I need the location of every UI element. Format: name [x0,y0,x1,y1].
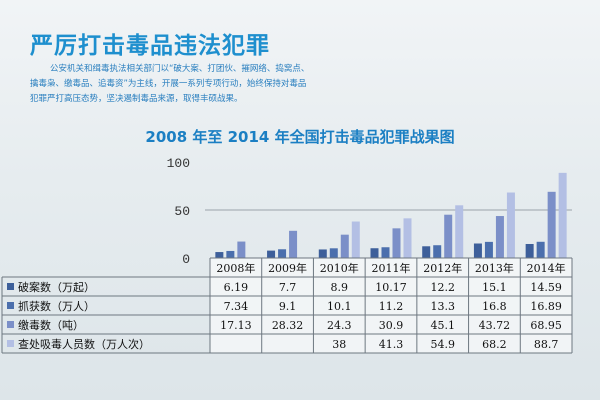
legend-swatch [7,283,14,290]
x-tick-label: 2010年 [320,261,359,275]
bar [267,250,276,258]
x-tick-label: 2008年 [216,261,255,275]
bar [237,241,246,258]
data-label: 7.34 [224,300,249,313]
legend-label: 抓获数（万人） [18,299,95,313]
data-label: 11.2 [379,300,404,313]
legend-label: 缴毒数（吨） [18,318,84,332]
bar [370,248,379,258]
data-label: 15.1 [482,281,507,294]
bar [329,248,338,258]
data-label: 10.1 [327,300,352,313]
bar [473,243,482,258]
bar [351,221,360,258]
bar [547,191,556,258]
intro-text: 公安机关和缉毒执法相关部门以“破大案、打团伙、摧网络、捣窝点、 擒毒枭、缴毒品、… [30,62,380,107]
x-tick-label: 2009年 [268,261,307,275]
data-label: 88.7 [534,338,559,351]
y-tick-label: 0 [182,252,190,267]
x-tick-label: 2014年 [527,261,566,275]
bar [455,205,464,258]
data-label: 6.19 [224,281,249,294]
bar [495,216,504,258]
bar [484,241,493,258]
data-table-background [210,258,572,353]
bar [506,192,515,258]
data-label: 7.7 [279,281,297,294]
data-label: 30.9 [379,319,404,332]
legend-swatch [7,302,14,309]
legend-label: 破案数（万起） [18,280,95,294]
bar [444,214,453,258]
bar [403,218,412,258]
data-label: 14.59 [530,281,562,294]
bar [422,246,431,258]
legend-swatch [7,340,14,347]
bar [226,250,235,258]
bar [536,241,545,258]
data-label: 38 [332,338,346,351]
bar [392,228,401,258]
intro-line: 公安机关和缉毒执法相关部门以“破大案、打团伙、摧网络、捣窝点、 [50,64,310,74]
x-tick-label: 2012年 [423,261,462,275]
bar [558,172,567,258]
data-label: 24.3 [327,319,352,332]
bar [340,234,349,258]
intro-line: 犯罪严打高压态势，坚决遏制毒品来源，取得丰硕战果。 [30,94,243,104]
data-label: 28.32 [272,319,304,332]
legend-label: 查处吸毒人员数（万人次） [18,337,150,351]
bar [278,249,287,258]
data-label: 54.9 [430,338,455,351]
bar [289,230,298,258]
chart-title: 2008 年至 2014 年全国打击毒品犯罪战果图 [145,128,455,146]
data-label: 12.2 [430,281,455,294]
data-label: 41.3 [379,338,404,351]
data-label: 16.89 [530,300,562,313]
y-tick-label: 100 [167,156,190,171]
data-label: 68.95 [530,319,562,332]
x-tick-label: 2013年 [475,261,514,275]
bar [381,247,390,258]
data-label: 8.9 [331,281,349,294]
bar [318,249,327,258]
bar [215,252,224,258]
data-label: 13.3 [430,300,455,313]
y-tick-label: 50 [174,204,190,219]
data-label: 43.72 [479,319,511,332]
legend-swatch [7,321,14,328]
data-label: 68.2 [482,338,507,351]
page-title: 严厉打击毒品违法犯罪 [30,33,270,59]
bar [433,245,442,258]
x-tick-label: 2011年 [372,261,411,275]
data-label: 45.1 [430,319,455,332]
data-label: 10.17 [375,281,407,294]
bar [525,243,534,258]
data-label: 17.13 [220,319,252,332]
intro-line: 擒毒枭、缴毒品、追毒资”为主线，开展一系列专项行动，始终保持对毒品 [30,79,307,89]
data-label: 16.8 [482,300,507,313]
data-label: 9.1 [279,300,297,313]
